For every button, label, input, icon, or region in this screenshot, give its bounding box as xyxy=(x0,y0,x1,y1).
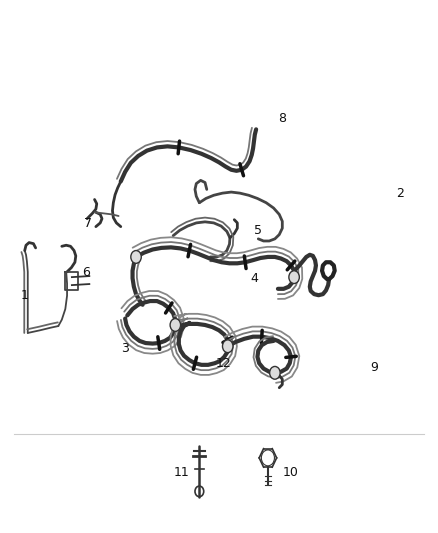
Text: 11: 11 xyxy=(174,466,190,479)
Circle shape xyxy=(170,319,180,332)
Text: 2: 2 xyxy=(396,187,404,200)
Text: 4: 4 xyxy=(250,272,258,285)
Text: 12: 12 xyxy=(215,357,231,370)
Circle shape xyxy=(270,367,280,379)
Circle shape xyxy=(289,271,299,284)
Circle shape xyxy=(223,340,233,353)
Text: 1: 1 xyxy=(21,289,28,302)
Circle shape xyxy=(131,251,141,263)
Text: 5: 5 xyxy=(254,224,262,237)
Text: 8: 8 xyxy=(278,112,286,125)
Text: 3: 3 xyxy=(121,342,129,356)
Text: 9: 9 xyxy=(370,361,378,374)
Text: 6: 6 xyxy=(82,266,90,279)
Text: 7: 7 xyxy=(84,217,92,230)
Text: 10: 10 xyxy=(283,466,299,479)
